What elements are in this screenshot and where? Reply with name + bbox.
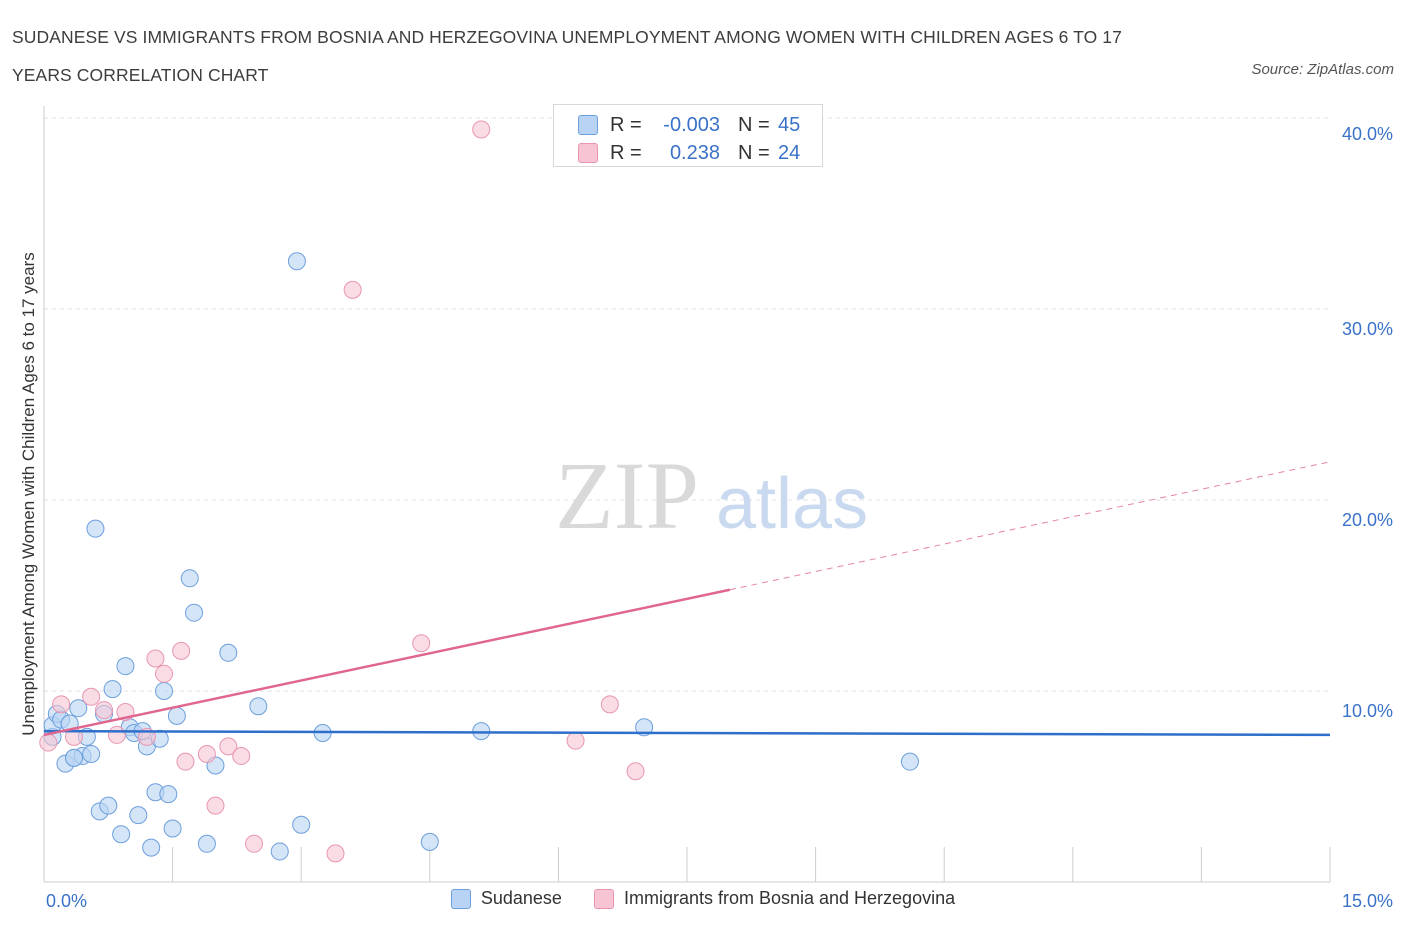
series-legend: Sudanese Immigrants from Bosnia and Herz…: [0, 888, 1406, 909]
sudanese-point: [159, 785, 178, 804]
stats-legend: R = -0.003 N = 45 R = 0.238 N = 24: [553, 104, 823, 167]
sudanese-point: [287, 252, 306, 271]
legend-item-bosnia[interactable]: Immigrants from Bosnia and Herzegovina: [593, 888, 956, 909]
sudanese-point: [219, 643, 238, 662]
bosnia-point: [107, 725, 126, 744]
bosnia-trendline-extension: [729, 461, 1331, 591]
bosnia-point: [82, 687, 101, 706]
source-credit: Source: ZipAtlas.com: [1251, 61, 1394, 78]
pink-swatch-icon: [578, 143, 598, 163]
sudanese-point: [635, 718, 654, 737]
sudanese-point: [420, 832, 439, 851]
bosnia-point: [176, 752, 195, 771]
sudanese-point: [116, 657, 135, 676]
bosnia-point: [219, 737, 238, 756]
chart-title-line-1: SUDANESE VS IMMIGRANTS FROM BOSNIA AND H…: [12, 27, 1122, 47]
bosnia-point: [245, 834, 264, 853]
bosnia-point: [155, 664, 174, 683]
r-value: -0.003: [663, 113, 720, 136]
axes: [43, 106, 1331, 883]
sudanese-point: [103, 680, 122, 699]
bosnia-point: [95, 701, 114, 720]
legend-label: Sudanese: [480, 888, 562, 908]
sudanese-trendline: [43, 729, 1331, 737]
bosnia-point: [146, 649, 165, 668]
watermark-zip: ZIP: [555, 442, 699, 549]
sudanese-point: [270, 842, 289, 861]
pink-swatch-icon: [593, 888, 614, 909]
legend-label: Immigrants from Bosnia and Herzegovina: [623, 888, 956, 908]
sudanese-point: [155, 682, 174, 700]
sudanese-point: [180, 569, 199, 588]
trend-lines: [43, 461, 1331, 737]
chart-title-line-2: YEARS CORRELATION CHART: [12, 65, 269, 85]
n-label: N =: [738, 141, 770, 164]
sudanese-point: [292, 815, 311, 834]
data-points: [39, 120, 919, 863]
bosnia-point: [206, 796, 225, 815]
y-tick-label: 40.0%: [1342, 124, 1393, 144]
bosnia-trendline: [43, 588, 731, 737]
legend-item-sudanese[interactable]: Sudanese: [450, 888, 562, 909]
tick-labels: 10.0% 20.0% 30.0% 40.0% 0.0% 15.0%: [46, 124, 1393, 911]
sudanese-point: [900, 752, 919, 771]
x-tick-label: 0.0%: [46, 891, 87, 911]
sudanese-point: [112, 825, 131, 844]
sudanese-point: [65, 748, 84, 767]
n-label: N =: [738, 113, 770, 136]
sudanese-point: [142, 838, 161, 857]
sudanese-point: [167, 706, 186, 725]
sudanese-point: [197, 834, 216, 853]
sudanese-point: [82, 745, 101, 764]
stats-row-sudanese: R = -0.003 N = 45: [578, 111, 800, 139]
bosnia-point: [412, 634, 431, 653]
grid-lines: [44, 117, 1330, 692]
y-axis-label: Unemployment Among Women with Children A…: [19, 252, 38, 736]
y-tick-label: 20.0%: [1342, 510, 1393, 530]
bosnia-point: [326, 844, 345, 863]
sudanese-point: [472, 722, 491, 741]
chart-title: SUDANESE VS IMMIGRANTS FROM BOSNIA AND H…: [12, 18, 1212, 94]
watermark-atlas: atlas: [716, 464, 868, 544]
sudanese-point: [163, 819, 182, 838]
r-label: R =: [610, 113, 642, 136]
y-tick-label: 10.0%: [1342, 701, 1393, 721]
bosnia-point: [600, 695, 619, 714]
bosnia-point: [39, 733, 58, 752]
n-value: 24: [778, 141, 801, 164]
bosnia-point: [343, 280, 362, 299]
sudanese-point: [185, 603, 204, 622]
sudanese-point: [69, 699, 88, 718]
r-label: R =: [610, 141, 642, 164]
sudanese-point: [129, 806, 148, 825]
bosnia-point: [197, 745, 216, 764]
blue-swatch-icon: [450, 888, 471, 909]
sudanese-point: [99, 796, 118, 815]
bosnia-point: [52, 695, 71, 714]
r-value: 0.238: [669, 141, 720, 164]
stats-row-bosnia: R = 0.238 N = 24: [578, 139, 800, 167]
blue-swatch-icon: [578, 115, 598, 135]
bosnia-point: [172, 641, 191, 660]
n-value: 45: [778, 113, 801, 136]
bosnia-point: [472, 120, 491, 139]
y-tick-label: 30.0%: [1342, 319, 1393, 339]
bosnia-point: [232, 746, 251, 765]
sudanese-point: [249, 697, 268, 716]
sudanese-point: [86, 519, 105, 538]
bosnia-point: [626, 762, 645, 781]
bosnia-point: [566, 731, 585, 750]
x-tick-label: 15.0%: [1342, 891, 1393, 911]
